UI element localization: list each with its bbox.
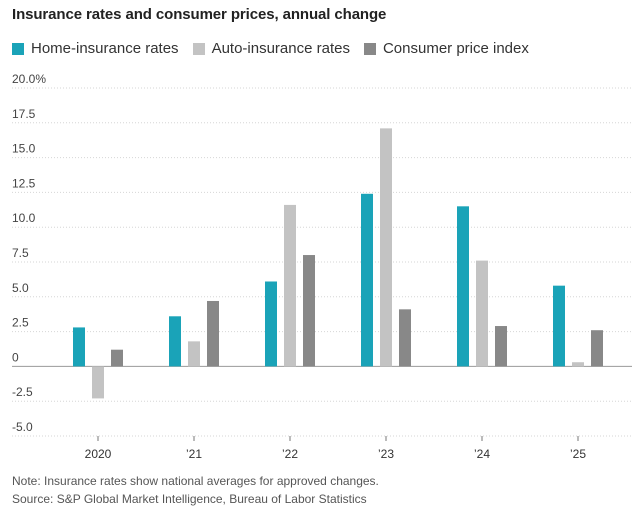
legend-swatch-auto — [192, 42, 205, 55]
bar-auto — [572, 362, 584, 367]
y-tick-label: 5.0 — [12, 281, 29, 295]
source-text: Source: S&P Global Market Intelligence, … — [12, 492, 367, 506]
bar-auto — [380, 128, 392, 367]
y-tick-label: -2.5 — [12, 385, 33, 399]
y-tick-label: 2.5 — [12, 316, 29, 330]
legend-item-home: Home-insurance rates — [12, 40, 179, 57]
bar-auto — [476, 260, 488, 367]
y-tick-label: 0 — [12, 350, 19, 364]
bar-cpi — [591, 330, 603, 367]
x-tick-label: 2020 — [85, 447, 112, 461]
chart-legend: Home-insurance rates Auto-insurance rate… — [12, 40, 543, 57]
bar-home — [265, 281, 277, 367]
x-tick-label: ’23 — [378, 447, 394, 461]
bar-cpi — [303, 255, 315, 367]
legend-label-home: Home-insurance rates — [31, 40, 179, 57]
y-tick-label: 20.0% — [12, 72, 46, 86]
bar-auto — [188, 341, 200, 367]
y-tick-label: 15.0 — [12, 142, 36, 156]
bar-home — [361, 193, 373, 367]
legend-label-cpi: Consumer price index — [382, 40, 529, 57]
x-tick-label: ’25 — [570, 447, 586, 461]
note-text: Note: Insurance rates show national aver… — [12, 474, 379, 488]
bar-auto — [284, 204, 296, 367]
y-tick-label: 10.0 — [12, 211, 36, 225]
chart-notes: Note: Insurance rates show national aver… — [12, 472, 379, 508]
bar-cpi — [111, 349, 123, 367]
bar-chart: 20.0% 17.5 15.0 12.5 10.0 7.5 5.0 2.5 0 -2.5 -5.0 2… — [12, 72, 632, 461]
bar-cpi — [207, 300, 219, 367]
legend-label-auto: Auto-insurance rates — [211, 40, 350, 57]
bar-home — [73, 327, 85, 367]
x-tick-label: ’22 — [282, 447, 298, 461]
legend-item-auto: Auto-insurance rates — [192, 40, 350, 57]
y-tick-label: 12.5 — [12, 176, 36, 190]
x-tick-label: ’24 — [474, 447, 490, 461]
bar-cpi — [495, 326, 507, 367]
legend-swatch-home — [12, 42, 24, 55]
bar-home — [553, 285, 565, 367]
y-tick-label: 7.5 — [12, 246, 29, 260]
bar-home — [457, 206, 469, 367]
bar-auto — [92, 366, 104, 399]
legend-item-cpi: Consumer price index — [363, 40, 529, 57]
bar-home — [169, 316, 181, 367]
y-tick-label: 17.5 — [12, 107, 36, 121]
y-tick-label: -5.0 — [12, 420, 33, 434]
bar-cpi — [399, 309, 411, 367]
x-tick-label: ’21 — [186, 447, 202, 461]
legend-swatch-cpi — [363, 42, 376, 55]
chart-title: Insurance rates and consumer prices, ann… — [12, 6, 387, 23]
